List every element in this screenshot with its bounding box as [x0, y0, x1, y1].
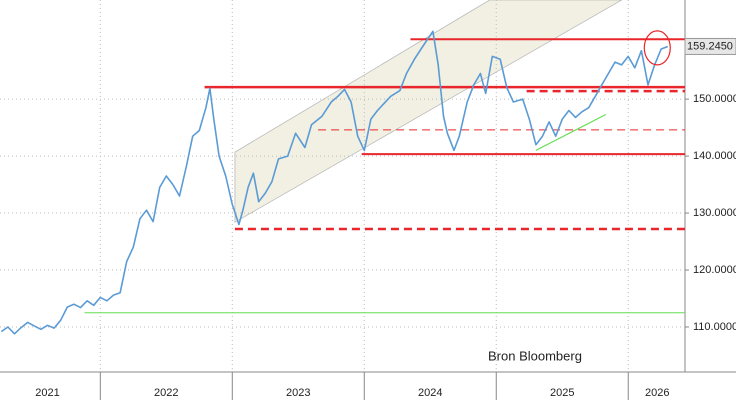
- highlight-circle: [643, 30, 671, 66]
- x-tick-label: 2024: [418, 387, 442, 399]
- price-line: [0, 30, 669, 335]
- x-tick-label: 2026: [645, 387, 669, 399]
- x-tick-label: 2025: [550, 387, 574, 399]
- y-tick-label: 140.0000: [693, 150, 736, 162]
- y-tick-label: 120.0000: [693, 264, 736, 276]
- source-annotation: Bron Bloomberg: [488, 348, 582, 363]
- x-tick-label: 2023: [286, 387, 310, 399]
- y-tick-label: 110.0000: [693, 321, 736, 333]
- y-tick-label: 130.0000: [693, 207, 736, 219]
- x-tick-label: 2022: [154, 387, 178, 399]
- trend-line: [535, 113, 607, 151]
- y-tick-label: 150.0000: [693, 93, 736, 105]
- last-value-box: [684, 37, 736, 55]
- trend-channel: [234, 0, 623, 223]
- x-tick-label: 2021: [35, 387, 59, 399]
- last-value-label: 159.2450: [687, 40, 733, 52]
